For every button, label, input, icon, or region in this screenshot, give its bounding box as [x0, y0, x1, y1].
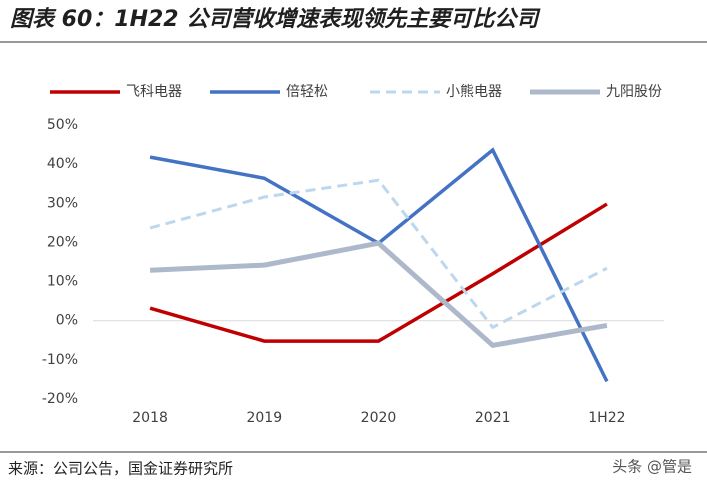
- watermark: 头条 @管是: [612, 458, 692, 476]
- y-tick-label: 0%: [56, 313, 78, 329]
- legend-label: 飞科电器: [126, 84, 182, 100]
- series-line: [149, 240, 608, 349]
- series-line: [149, 178, 608, 330]
- x-tick-label: 2020: [361, 410, 397, 426]
- legend-label: 倍轻松: [286, 84, 328, 100]
- legend-label: 小熊电器: [446, 84, 502, 100]
- y-tick-label: 20%: [47, 234, 78, 250]
- x-tick-label: 2021: [475, 410, 511, 426]
- y-tick-label: 10%: [47, 274, 78, 290]
- y-tick-label: 40%: [47, 156, 78, 172]
- series-line: [149, 202, 608, 343]
- x-tick-label: 2019: [246, 410, 282, 426]
- y-tick-label: -10%: [42, 352, 78, 368]
- y-tick-label: 30%: [47, 195, 78, 211]
- chart-title: 图表 60：1H22 公司营收增速表现领先主要可比公司: [10, 6, 541, 32]
- legend-label: 九阳股份: [606, 84, 662, 100]
- x-tick-label: 1H22: [588, 410, 625, 426]
- y-tick-label: -20%: [42, 391, 78, 407]
- y-tick-label: 50%: [47, 117, 78, 133]
- source: 来源：公司公告，国金证券研究所: [8, 460, 233, 478]
- x-tick-label: 2018: [132, 410, 168, 426]
